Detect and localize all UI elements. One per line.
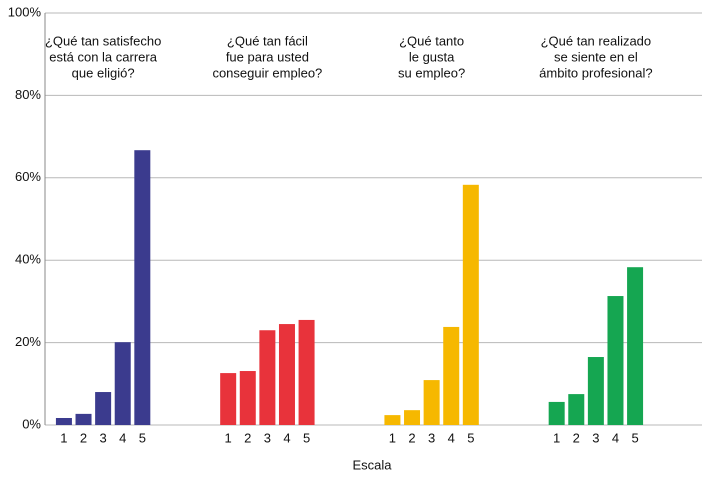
y-tick-label: 20% <box>15 334 41 349</box>
x-tick-label: 3 <box>592 430 599 445</box>
bar <box>423 380 440 425</box>
bar <box>404 410 421 425</box>
bar <box>239 371 256 425</box>
y-tick-label: 80% <box>15 87 41 102</box>
x-tick-label: 5 <box>139 430 146 445</box>
x-tick-label: 1 <box>225 430 232 445</box>
bar <box>462 184 479 425</box>
x-tick-label: 4 <box>119 430 126 445</box>
group-title: ¿Qué tan fácil <box>227 33 308 48</box>
group-title: está con la carrera <box>49 49 157 64</box>
y-tick-label: 60% <box>15 169 41 184</box>
group-title: que eligió? <box>72 65 135 80</box>
x-tick-label: 1 <box>60 430 67 445</box>
bar <box>607 296 624 425</box>
x-tick-label: 2 <box>80 430 87 445</box>
group-title: conseguir empleo? <box>212 65 322 80</box>
x-tick-label: 5 <box>303 430 310 445</box>
x-tick-label: 4 <box>448 430 455 445</box>
bar <box>548 401 565 425</box>
x-tick-label: 2 <box>244 430 251 445</box>
group-title: su empleo? <box>398 65 465 80</box>
bar <box>384 415 401 425</box>
x-tick-label: 4 <box>283 430 290 445</box>
x-tick-label: 2 <box>573 430 580 445</box>
x-tick-label: 3 <box>428 430 435 445</box>
bar <box>75 413 92 425</box>
group-title: le gusta <box>409 49 455 64</box>
y-tick-label: 40% <box>15 252 41 267</box>
bar <box>95 392 112 425</box>
bar <box>134 150 151 426</box>
x-tick-label: 4 <box>612 430 619 445</box>
x-axis-label: Escala <box>352 457 392 472</box>
x-tick-label: 2 <box>408 430 415 445</box>
bar <box>220 373 237 425</box>
group-title: ámbito profesional? <box>539 65 652 80</box>
bar <box>568 394 585 425</box>
y-tick-label: 100% <box>8 4 42 19</box>
x-tick-label: 1 <box>389 430 396 445</box>
bar <box>55 417 72 425</box>
x-tick-label: 5 <box>631 430 638 445</box>
bar <box>443 326 460 425</box>
x-tick-label: 3 <box>100 430 107 445</box>
x-tick-label: 5 <box>467 430 474 445</box>
bar <box>627 267 644 425</box>
bar <box>259 330 276 425</box>
x-tick-label: 3 <box>264 430 271 445</box>
bar <box>587 357 604 425</box>
group-title: ¿Qué tan realizado <box>541 33 652 48</box>
bar <box>298 319 315 425</box>
bar <box>114 342 131 425</box>
bar <box>278 324 295 425</box>
group-title: ¿Qué tanto <box>399 33 464 48</box>
group-title: se siente en el <box>554 49 638 64</box>
x-tick-label: 1 <box>553 430 560 445</box>
group-title: ¿Qué tan satisfecho <box>45 33 161 48</box>
group-title: fue para usted <box>226 49 309 64</box>
y-tick-label: 0% <box>22 416 41 431</box>
